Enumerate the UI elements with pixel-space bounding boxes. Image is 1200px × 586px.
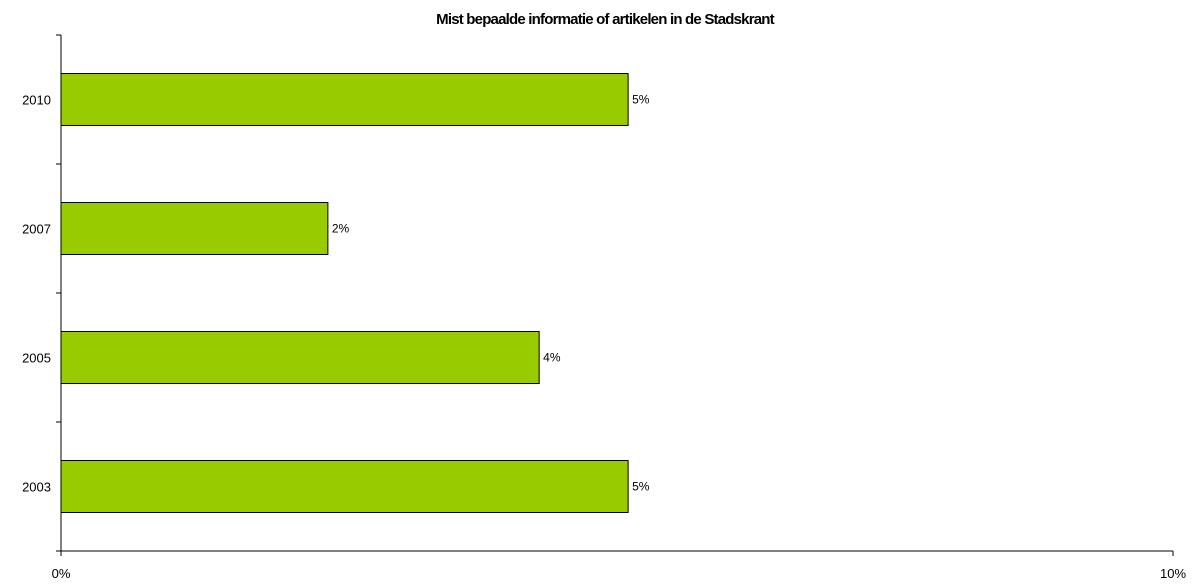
data-label-2003: 5% [632, 480, 650, 494]
chart-title: Mist bepaalde informatie of artikelen in… [436, 11, 775, 28]
bars [60, 73, 629, 513]
bar-2003 [60, 460, 629, 513]
x-tick-label: 10% [1160, 566, 1186, 581]
x-tick-label: 0% [52, 566, 71, 581]
bar-2010 [60, 73, 629, 126]
y-tick-label: 2007 [22, 222, 51, 237]
bar-2005 [60, 331, 540, 384]
data-labels: 2003 5% 2005 4% 2007 2% 2010 5% [22, 93, 650, 495]
y-tick-label: 2010 [22, 93, 51, 108]
y-tick-label: 2003 [22, 480, 51, 495]
data-label-2010: 5% [632, 93, 650, 107]
y-tick-label: 2005 [22, 351, 51, 366]
data-label-2005: 4% [543, 351, 561, 365]
bar-2007 [60, 202, 329, 255]
data-label-2007: 2% [332, 222, 350, 236]
